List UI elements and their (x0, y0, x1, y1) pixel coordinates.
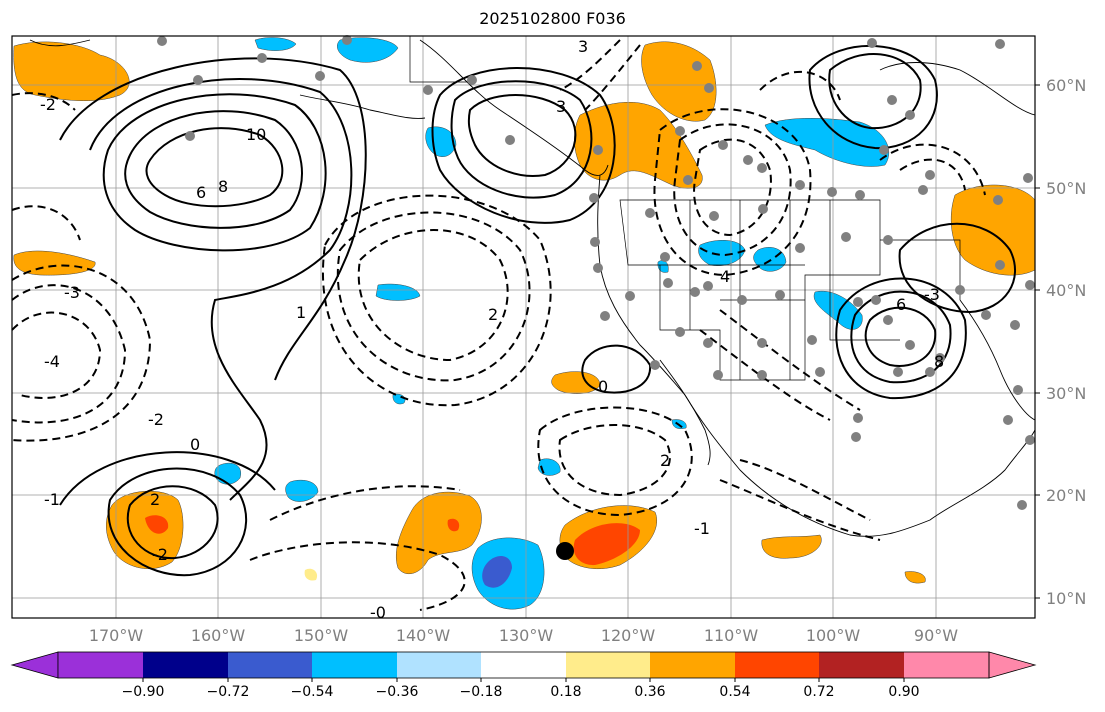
contour-label: 0 (190, 435, 200, 454)
colorbar-segment (228, 652, 312, 678)
lon-label: 110°W (703, 626, 759, 645)
lat-label: 20°N (1046, 486, 1087, 505)
lat-label: 10°N (1046, 589, 1087, 608)
lon-label: 100°W (805, 626, 861, 645)
lat-label: 40°N (1046, 281, 1087, 300)
contour-label: -2 (152, 545, 168, 564)
colorbar-segment (650, 652, 735, 678)
colorbar-segment (312, 652, 397, 678)
lon-label: 150°W (293, 626, 349, 645)
contour-label: -2 (40, 95, 56, 114)
colorbar-segment (904, 652, 989, 678)
coastlines (29, 39, 1036, 537)
graticule (12, 36, 1035, 618)
colorbar-tick-label: −0.90 (121, 684, 165, 700)
colorbar-tick-label: 0.90 (888, 684, 920, 700)
colorbar-tick-label: 0.54 (719, 684, 751, 700)
lon-label: 130°W (498, 626, 554, 645)
map-title: 2025102800 F036 (479, 9, 626, 28)
lon-label: 140°W (395, 626, 451, 645)
contour-label: -1 (44, 490, 60, 509)
lon-label: 170°W (88, 626, 144, 645)
lon-label: 90°W (913, 626, 959, 645)
storm-center-marker (556, 542, 574, 560)
colorbar-tick-label: −0.54 (290, 684, 334, 700)
contour-label: 1 (296, 303, 306, 322)
colorbar-segment (988, 651, 1037, 679)
contour-label: 3 (578, 37, 588, 56)
positive-anomaly-shading (13, 41, 1036, 584)
contour-label: 4 (720, 267, 730, 286)
colorbar-segment (819, 652, 904, 678)
contour-label: -1 (694, 519, 710, 538)
contour-labels: 10 8 6 3 2 1 0 -1 -2 -3 -4 2 4 6 8 0 -2 … (40, 37, 944, 622)
colorbar-tick-label: −0.36 (375, 684, 419, 700)
lat-label: 30°N (1046, 384, 1087, 403)
colorbar-segment (735, 652, 819, 678)
colorbar-tick-label: −0.18 (459, 684, 503, 700)
contour-label: 6 (896, 295, 906, 314)
contour-label: -3 (924, 285, 940, 304)
contour-label: 2 (660, 451, 670, 470)
contour-label: 2 (150, 490, 160, 509)
colorbar (10, 651, 1037, 682)
colorbar-segment (10, 651, 59, 679)
colorbar-segment (58, 652, 143, 678)
contour-label: 2 (488, 305, 498, 324)
state-boundaries (409, 36, 961, 381)
contour-label: 0 (598, 377, 608, 396)
lon-label: 120°W (600, 626, 656, 645)
colorbar-segment (481, 652, 566, 678)
lon-label: 160°W (190, 626, 246, 645)
colorbar-tick-label: −0.72 (206, 684, 250, 700)
contour-label: 10 (246, 125, 266, 144)
colorbar-segment (143, 652, 228, 678)
contour-label: -3 (64, 283, 80, 302)
contour-label: 6 (196, 183, 206, 202)
contour-label: 8 (934, 352, 944, 371)
solid-contours (59, 44, 1016, 577)
contour-label: -4 (44, 352, 60, 371)
contour-label: -2 (148, 410, 164, 429)
colorbar-segment (566, 652, 650, 678)
colorbar-outline (57, 651, 990, 679)
contour-label: 8 (218, 177, 228, 196)
lat-label: 50°N (1046, 179, 1087, 198)
colorbar-segment (397, 652, 481, 678)
strong-positive-anomaly-shading (145, 515, 640, 566)
station-markers (157, 35, 1035, 510)
colorbar-tick-label: 0.36 (634, 684, 666, 700)
colorbar-tick-label: 0.72 (803, 684, 835, 700)
contour-label: -0 (370, 603, 386, 622)
lat-label: 60°N (1046, 76, 1087, 95)
light-positive-shading (304, 568, 318, 581)
contour-label: 3 (556, 97, 566, 116)
strong-negative-anomaly-shading (482, 556, 512, 588)
colorbar-tick-label: 0.18 (550, 684, 582, 700)
